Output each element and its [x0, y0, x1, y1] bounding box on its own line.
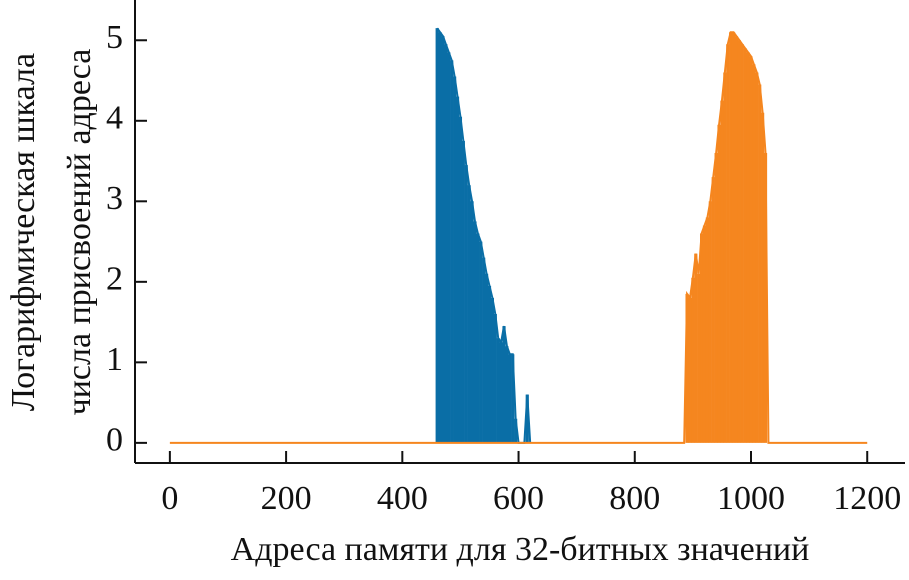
x-tick-label: 1000: [717, 480, 785, 517]
y-tick-label: 1: [106, 341, 123, 378]
y-axis-label: числа присвоений адреса: [61, 49, 98, 416]
series-line: [436, 27, 532, 444]
x-axis-label: Адреса памяти для 32-битных значений: [231, 531, 810, 568]
x-tick-label: 600: [493, 480, 544, 517]
y-tick-label: 2: [106, 261, 123, 298]
x-tick-label: 200: [261, 480, 312, 517]
y-tick-label: 3: [106, 180, 123, 217]
y-tick-label: 5: [106, 19, 123, 56]
x-tick-label: 0: [161, 480, 178, 517]
series-line: [169, 31, 868, 444]
y-tick-label: 4: [106, 100, 123, 137]
x-tick-label: 1200: [833, 480, 901, 517]
x-tick-label: 800: [609, 480, 660, 517]
y-tick-label: 0: [106, 422, 123, 459]
x-tick-label: 400: [377, 480, 428, 517]
y-axis-label: Логарифмическая шкала: [5, 53, 42, 411]
